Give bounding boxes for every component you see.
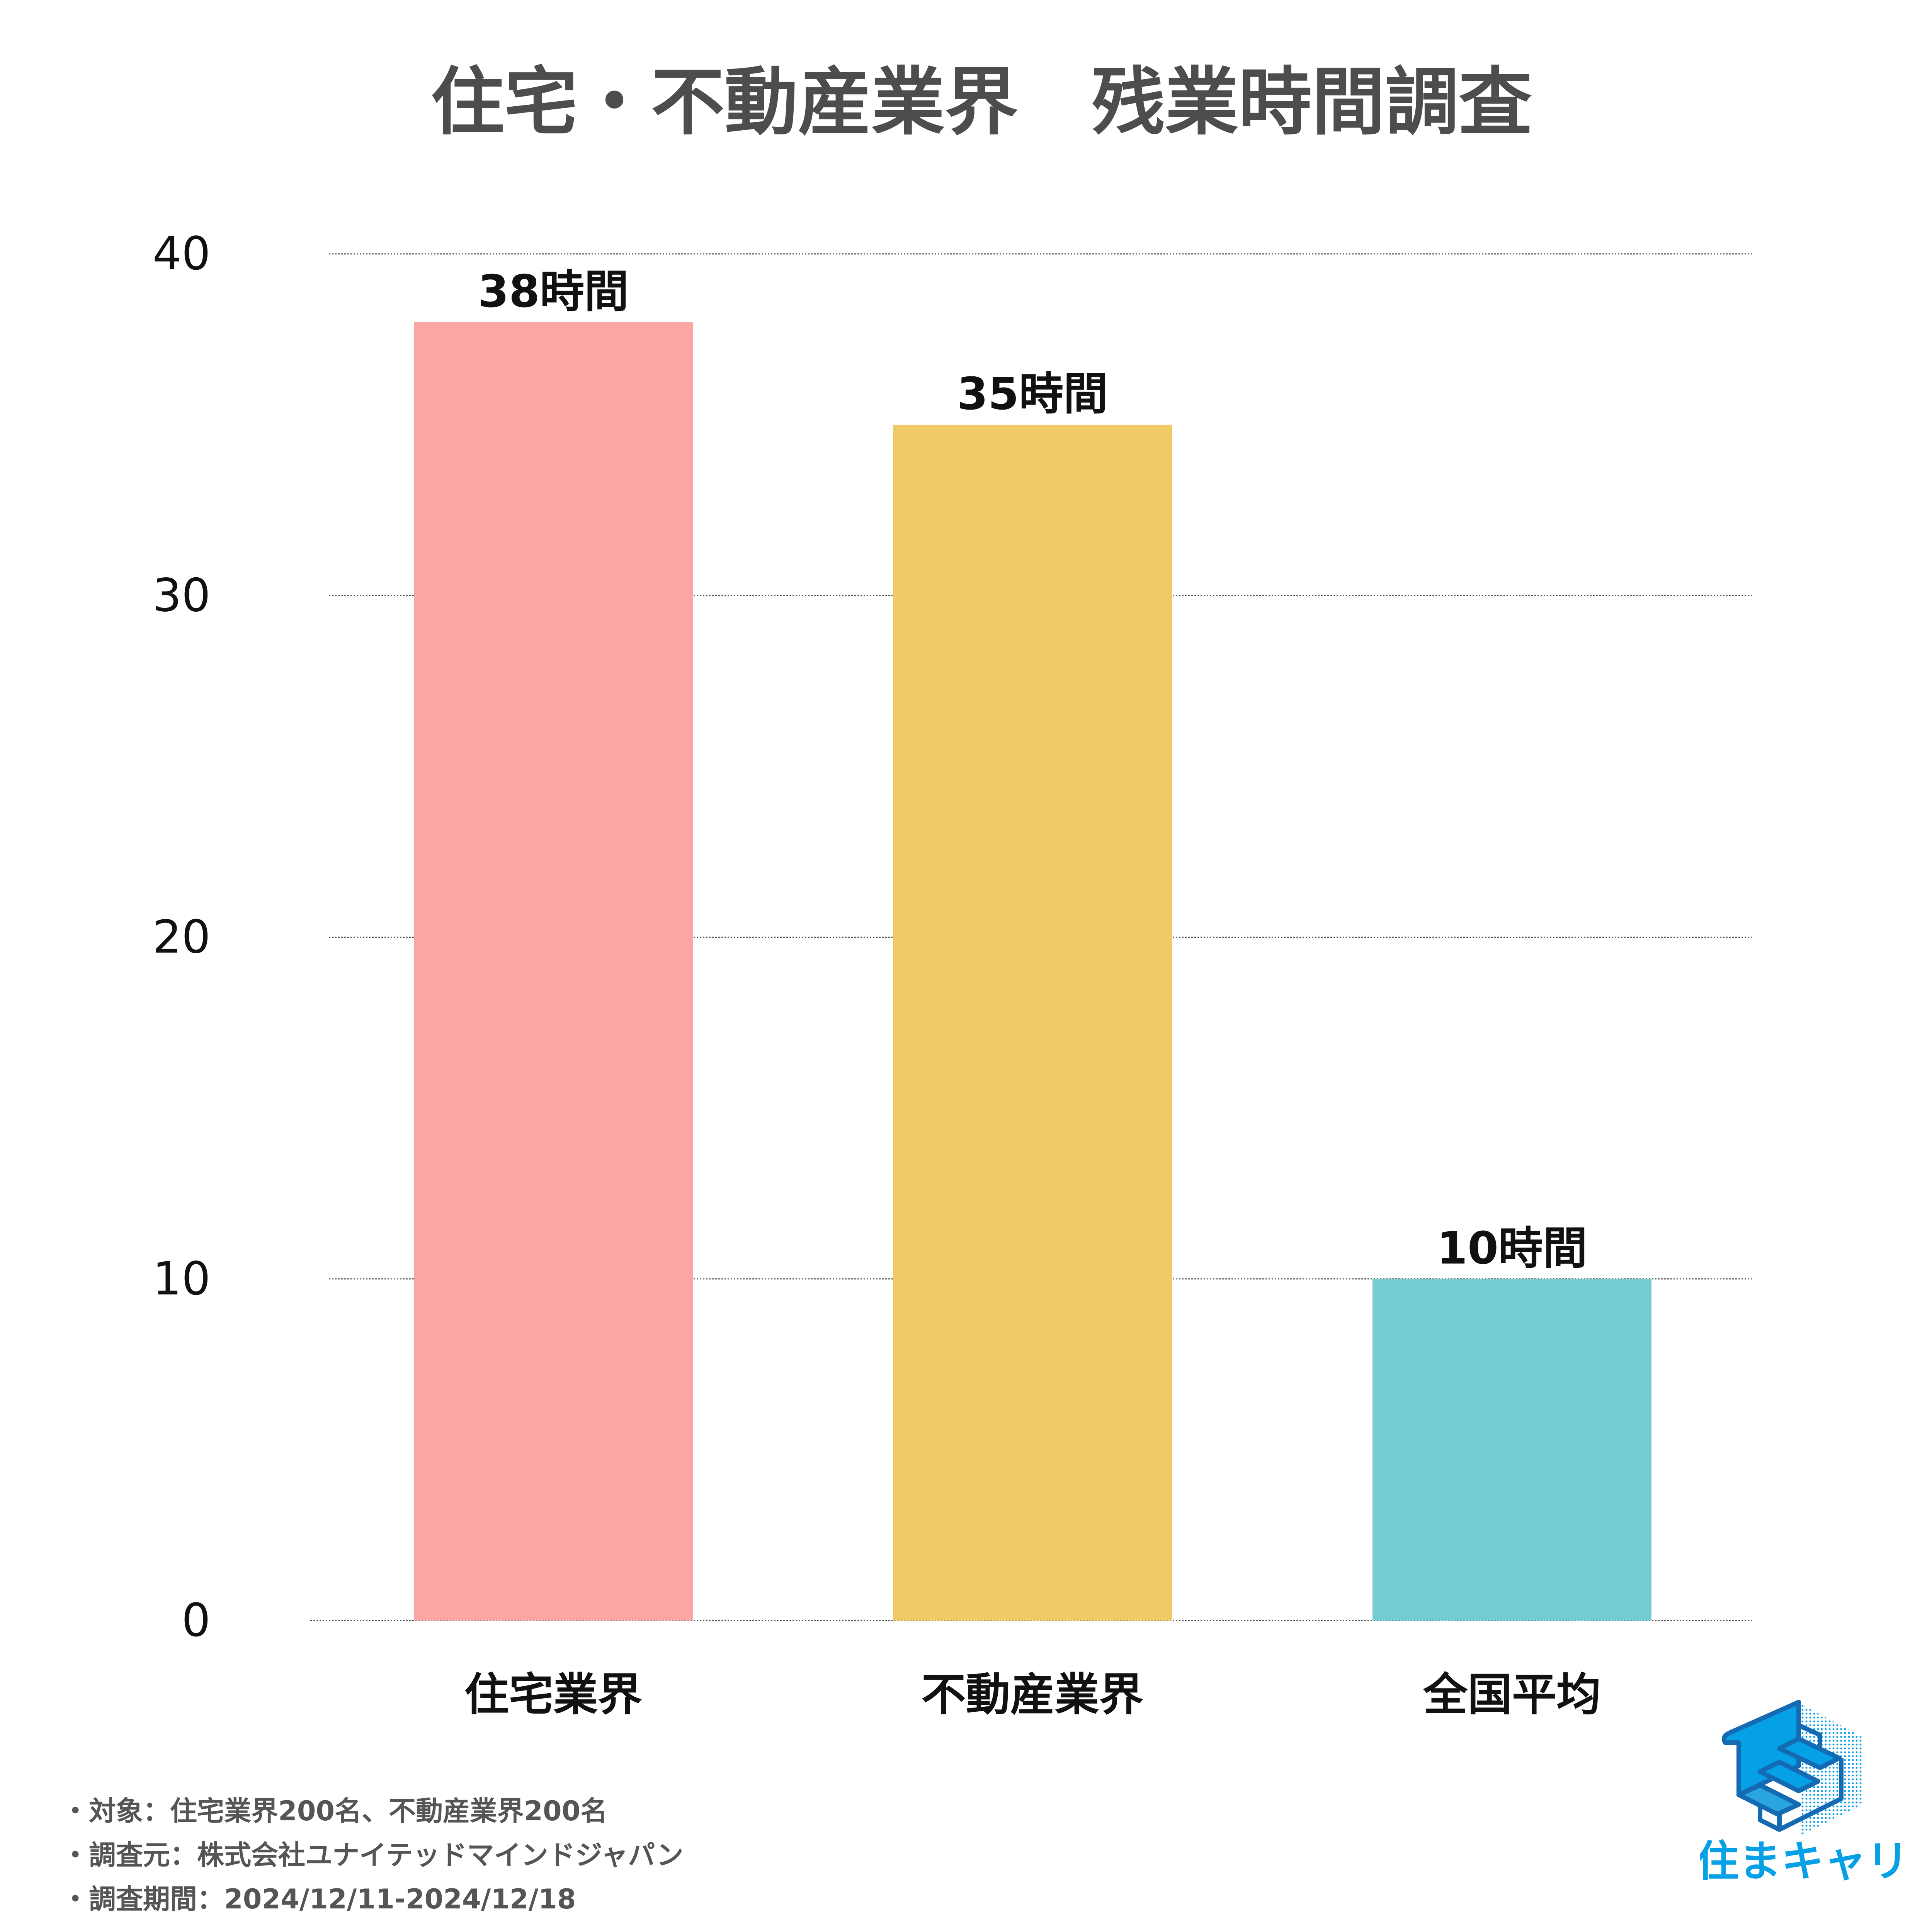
value-label: 38時間: [478, 266, 629, 318]
y-tick-label: 40: [153, 227, 211, 280]
y-tick-label: 0: [182, 1594, 211, 1647]
x-category-label: 全国平均: [1423, 1669, 1601, 1721]
y-tick-label: 30: [153, 568, 211, 622]
y-tick-label: 20: [153, 910, 211, 964]
y-axis-ticks: 0 10 20 30 40: [153, 227, 211, 1647]
chart-title: 住宅・不動産業界 残業時間調査: [431, 60, 1532, 145]
bar: [414, 322, 693, 1621]
bars: [414, 322, 1651, 1621]
logo-text: 住まキャリ: [1700, 1837, 1909, 1886]
bar: [893, 425, 1172, 1621]
value-label: 10時間: [1437, 1223, 1587, 1274]
value-label: 35時間: [957, 368, 1108, 420]
y-tick-label: 10: [153, 1252, 211, 1305]
x-axis-labels: 住宅業界 不動産業界 全国平均: [464, 1669, 1601, 1721]
footnote-period: ・調査期間：2024/12/11-2024/12/18: [62, 1883, 576, 1915]
footnotes: ・対象：住宅業界200名、不動産業界200名 ・調査元：株式会社ユナイテッドマイ…: [62, 1789, 684, 1921]
sumacari-logo: 住まキャリ: [1700, 1700, 1909, 1886]
footnote-target: ・対象：住宅業界200名、不動産業界200名: [62, 1795, 608, 1827]
x-category-label: 不動産業界: [921, 1669, 1143, 1721]
footnote-source: ・調査元：株式会社ユナイテッドマインドジャパン: [62, 1839, 684, 1871]
bar: [1372, 1279, 1651, 1621]
x-category-label: 住宅業界: [464, 1669, 642, 1721]
value-labels: 38時間 35時間 10時間: [478, 266, 1587, 1274]
